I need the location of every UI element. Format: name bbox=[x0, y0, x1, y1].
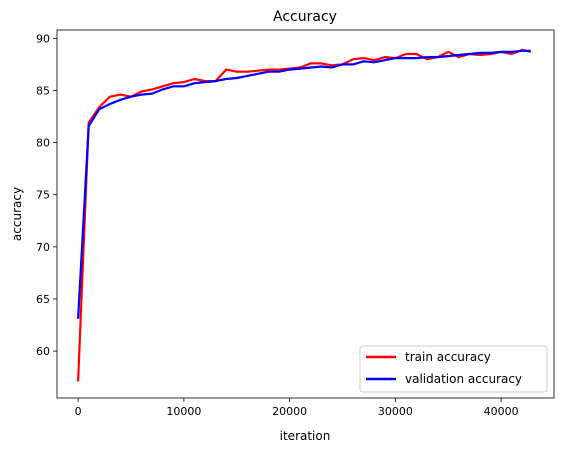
legend-label-train: train accuracy bbox=[405, 350, 491, 364]
chart-title: Accuracy bbox=[273, 9, 337, 25]
series-line-train-accuracy bbox=[77, 48, 531, 382]
y-tick-label: 80 bbox=[36, 137, 50, 150]
x-tick-label: 30000 bbox=[378, 405, 413, 418]
legend-frame bbox=[359, 345, 548, 393]
y-tick-label: 65 bbox=[36, 293, 50, 306]
x-tick-label: 40000 bbox=[484, 405, 519, 418]
y-tick-label: 70 bbox=[36, 241, 50, 254]
series-layer bbox=[77, 48, 531, 382]
plot-area bbox=[56, 29, 555, 399]
y-tick-label: 85 bbox=[36, 84, 50, 97]
series-line-validation-accuracy bbox=[77, 49, 531, 319]
y-tick-label: 60 bbox=[36, 345, 50, 358]
x-tick-label: 0 bbox=[75, 405, 82, 418]
y-axis-label: accuracy bbox=[10, 187, 24, 241]
x-tick-label: 20000 bbox=[272, 405, 307, 418]
y-tick-label: 75 bbox=[36, 189, 50, 202]
legend: train accuracy validation accuracy bbox=[359, 345, 548, 393]
y-tick-label: 90 bbox=[36, 32, 50, 45]
x-tick-label: 10000 bbox=[166, 405, 201, 418]
x-axis-label: iteration bbox=[280, 429, 331, 443]
x-axis: 0 10000 20000 30000 40000 bbox=[75, 398, 519, 418]
legend-label-validation: validation accuracy bbox=[405, 372, 522, 386]
y-axis: 60 65 70 75 80 85 90 bbox=[36, 32, 57, 358]
